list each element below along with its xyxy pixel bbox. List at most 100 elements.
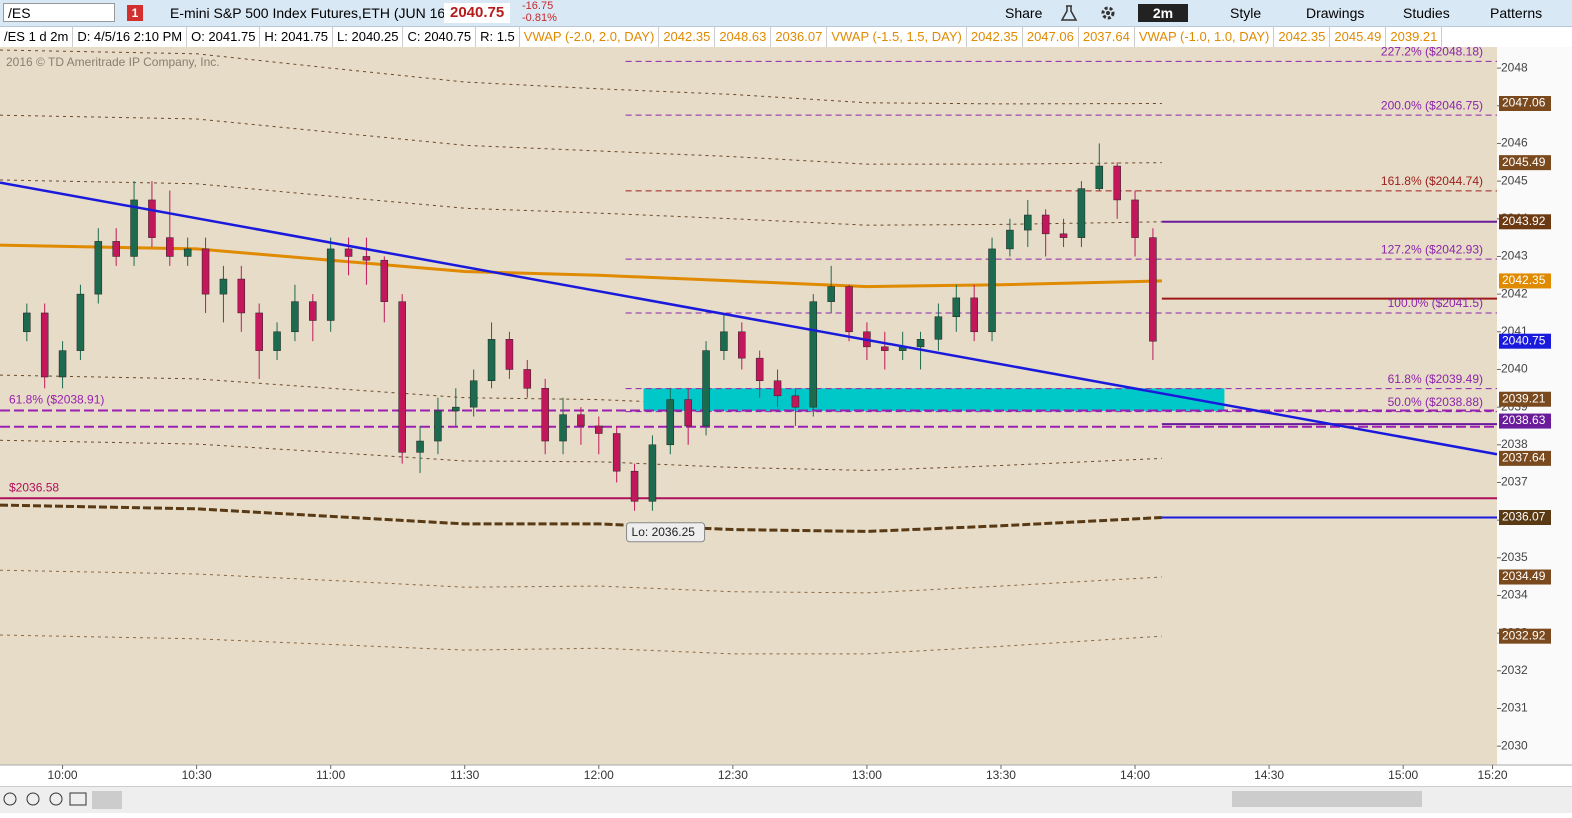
x-tick-label: 13:30 bbox=[986, 768, 1016, 782]
x-tick-label: 12:00 bbox=[584, 768, 614, 782]
candle-body bbox=[416, 440, 424, 453]
y-tick-label: 2043 bbox=[1501, 249, 1528, 263]
candle-body bbox=[309, 301, 317, 321]
study-label: VWAP (-1.5, 1.5, DAY) bbox=[827, 27, 967, 47]
candle-body bbox=[738, 331, 746, 359]
candle-body bbox=[201, 248, 210, 295]
candle-body bbox=[666, 399, 675, 446]
candle-body bbox=[952, 297, 961, 317]
price-label: 2037.64 bbox=[1502, 451, 1546, 465]
y-tick-label: 2032 bbox=[1501, 663, 1528, 677]
candle-body bbox=[1149, 237, 1157, 342]
candle-body bbox=[916, 339, 925, 348]
candle-body bbox=[1024, 214, 1032, 231]
price-label: 2047.06 bbox=[1502, 96, 1546, 110]
fib-label: 227.2% ($2048.18) bbox=[1381, 47, 1483, 58]
alert-badge[interactable]: 1 bbox=[127, 5, 143, 21]
study-label: VWAP (-2.0, 2.0, DAY) bbox=[520, 27, 660, 47]
candle-body bbox=[755, 357, 764, 382]
candle-body bbox=[988, 248, 996, 333]
y-tick-label: 2048 bbox=[1501, 60, 1528, 74]
fib-label: 200.0% ($2046.75) bbox=[1381, 98, 1483, 112]
candle-body bbox=[1095, 165, 1104, 189]
candle-body bbox=[648, 444, 657, 502]
candle-body bbox=[523, 369, 532, 389]
level-label: 61.8% ($2038.91) bbox=[9, 393, 104, 407]
drawings-button[interactable]: Drawings bbox=[1306, 5, 1365, 21]
candle-body bbox=[684, 399, 692, 427]
candle-body bbox=[1113, 165, 1121, 201]
candle-body bbox=[612, 433, 621, 472]
x-tick-label: 14:30 bbox=[1254, 768, 1284, 782]
candle-body bbox=[148, 199, 156, 238]
price-label-box bbox=[1499, 391, 1551, 407]
y-tick-label: 2037 bbox=[1501, 475, 1528, 489]
flask-icon[interactable] bbox=[1060, 4, 1078, 22]
candle-body bbox=[380, 259, 389, 302]
y-tick-label: 2034 bbox=[1501, 588, 1528, 602]
info-item: H: 2041.75 bbox=[260, 27, 334, 47]
candle-body bbox=[183, 248, 192, 257]
info-bar: /ES 1 d 2m D: 4/5/16 2:10 PM O: 2041.75 H: … bbox=[0, 27, 1572, 48]
copyright: 2016 © TD Ameritrade IP Company, Inc. bbox=[6, 55, 220, 69]
candle-body bbox=[505, 339, 514, 370]
aggregation-button[interactable]: 2m bbox=[1138, 4, 1188, 22]
candle-body bbox=[58, 350, 67, 378]
info-item: /ES 1 d 2m bbox=[0, 27, 74, 47]
vwap-band bbox=[0, 503, 1162, 533]
zoom-controls[interactable] bbox=[0, 787, 130, 813]
candle-body bbox=[630, 470, 639, 502]
candle-body bbox=[291, 301, 299, 333]
price-label: 2040.75 bbox=[1502, 333, 1546, 347]
style-button[interactable]: Style bbox=[1230, 5, 1262, 21]
patterns-button[interactable]: Patterns bbox=[1490, 5, 1543, 21]
y-tick-label: 2031 bbox=[1501, 701, 1528, 715]
candle-body bbox=[112, 241, 120, 257]
candle-body bbox=[94, 241, 103, 295]
zone bbox=[643, 388, 1225, 411]
study-value: 2037.64 bbox=[1079, 27, 1135, 47]
price-label-box bbox=[1499, 273, 1551, 289]
x-tick-label: 14:00 bbox=[1120, 768, 1150, 782]
candle-body bbox=[40, 312, 49, 378]
study-value: 2042.35 bbox=[1274, 27, 1331, 47]
info-item: R: 1.5 bbox=[476, 27, 520, 47]
description: E-mini S&P 500 Index Futures,ETH (JUN 16… bbox=[170, 5, 450, 21]
price-label-box bbox=[1499, 333, 1551, 349]
candle-body bbox=[559, 414, 567, 442]
candle-body bbox=[970, 297, 978, 333]
price-label: 2042.35 bbox=[1502, 273, 1546, 287]
level-label: $2036.58 bbox=[9, 480, 59, 494]
info-item: C: 2040.75 bbox=[403, 27, 477, 47]
bottom-bar bbox=[0, 786, 1572, 813]
gear-icon[interactable] bbox=[1099, 4, 1117, 22]
candle-body bbox=[577, 414, 585, 427]
scrollbar[interactable] bbox=[1232, 791, 1422, 807]
change: -16.75 bbox=[522, 0, 554, 12]
price-label: 2038.63 bbox=[1502, 413, 1546, 427]
x-tick-label: 10:30 bbox=[182, 768, 212, 782]
share-button[interactable]: Share bbox=[1005, 5, 1043, 21]
candle-body bbox=[827, 286, 835, 302]
candle-body bbox=[452, 406, 460, 412]
study-value: 2039.21 bbox=[1386, 27, 1443, 47]
candle-body bbox=[237, 278, 246, 314]
studies-button[interactable]: Studies bbox=[1403, 5, 1450, 21]
candle-body bbox=[23, 312, 31, 333]
price-label: 2036.07 bbox=[1502, 510, 1546, 524]
price-label-box bbox=[1499, 96, 1551, 112]
candle-body bbox=[166, 237, 174, 257]
fib-label: 100.0% ($2041.5) bbox=[1388, 296, 1483, 310]
price-label: 2039.21 bbox=[1502, 391, 1546, 405]
price-label: 2032.92 bbox=[1502, 628, 1546, 642]
fib-label: 61.8% ($2039.49) bbox=[1388, 372, 1483, 386]
info-item: D: 4/5/16 2:10 PM bbox=[73, 27, 188, 47]
candle-body bbox=[326, 248, 335, 321]
candle-body bbox=[1006, 229, 1014, 250]
candle-body bbox=[720, 331, 728, 351]
study-value: 2042.35 bbox=[967, 27, 1023, 47]
y-tick-label: 2046 bbox=[1501, 136, 1528, 150]
candle-body bbox=[702, 350, 710, 427]
symbol-input[interactable]: /ES bbox=[3, 3, 115, 22]
x-tick-label: 10:00 bbox=[48, 768, 78, 782]
